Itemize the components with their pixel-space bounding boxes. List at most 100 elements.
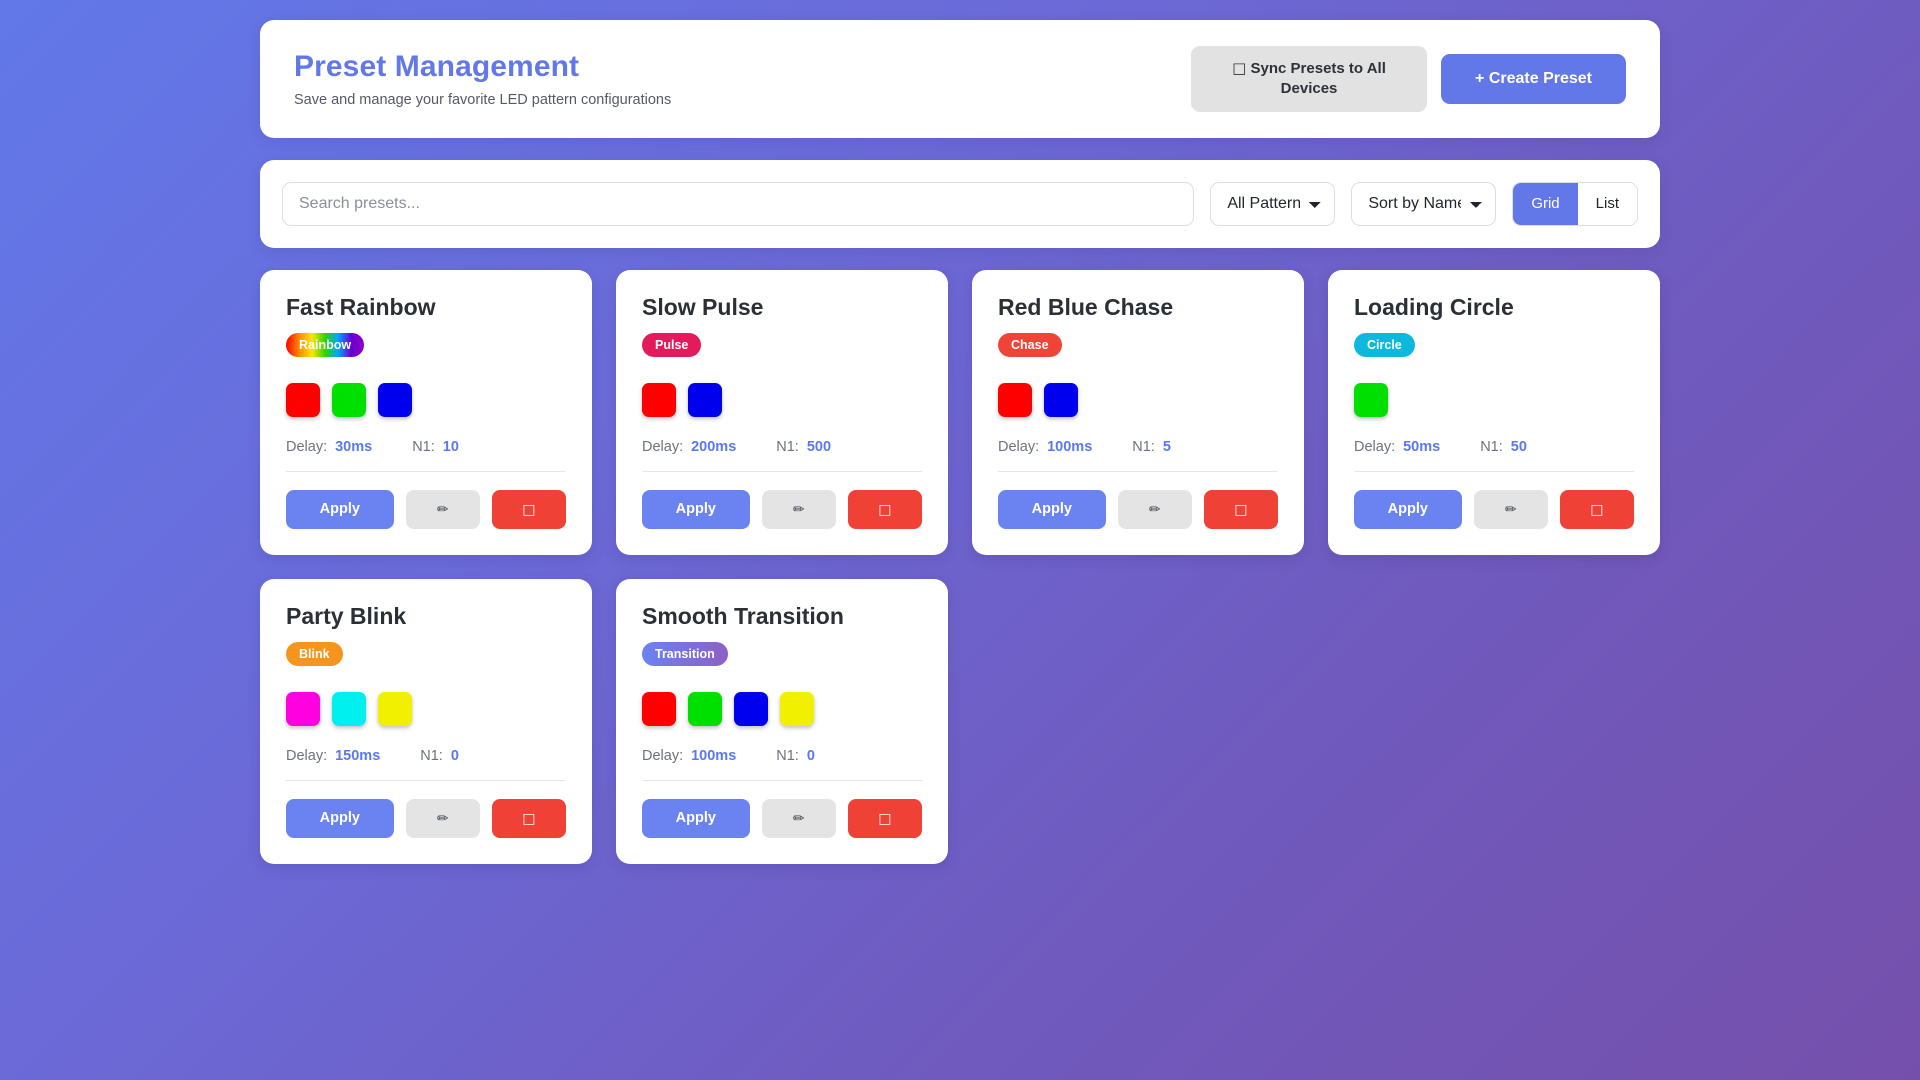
delete-preset-button[interactable]: □	[847, 798, 922, 838]
color-swatch	[1354, 382, 1388, 417]
edit-preset-button[interactable]: ✏	[761, 489, 836, 529]
edit-preset-button[interactable]: ✏	[405, 489, 480, 529]
color-swatch	[286, 691, 320, 726]
edit-preset-button[interactable]: ✏	[1117, 489, 1192, 529]
color-swatch	[286, 382, 320, 417]
preset-stats: Delay: 200ms N1: 500	[642, 439, 922, 472]
color-swatch	[998, 382, 1032, 417]
color-swatch-row	[1354, 382, 1634, 417]
count-value: 0	[450, 747, 459, 764]
delete-preset-button[interactable]: □	[491, 798, 566, 838]
delete-preset-button[interactable]: □	[1559, 489, 1634, 529]
edit-preset-button[interactable]: ✏	[1473, 489, 1548, 529]
apply-preset-button[interactable]: Apply	[286, 489, 394, 529]
pencil-icon: ✏	[436, 810, 449, 827]
count-value: 0	[806, 747, 815, 764]
delay-stat: Delay: 150ms	[286, 748, 380, 764]
trash-icon: □	[522, 810, 536, 827]
apply-preset-button[interactable]: Apply	[642, 798, 750, 838]
apply-preset-button[interactable]: Apply	[998, 489, 1106, 529]
count-stat: N1: 500	[776, 439, 831, 455]
edit-preset-button[interactable]: ✏	[761, 798, 836, 838]
delay-label: Delay:	[286, 747, 328, 764]
trash-icon: □	[1234, 501, 1248, 518]
trash-icon: □	[1590, 501, 1604, 518]
delay-stat: Delay: 100ms	[998, 439, 1092, 455]
view-grid-button[interactable]: Grid	[1513, 182, 1578, 225]
delay-stat: Delay: 50ms	[1354, 439, 1440, 455]
count-stat: N1: 0	[420, 748, 459, 764]
count-value: 5	[1162, 438, 1171, 455]
preset-stats: Delay: 50ms N1: 50	[1354, 439, 1634, 472]
color-swatch	[642, 382, 676, 417]
preset-card-actions: Apply ✏ □	[286, 489, 566, 529]
apply-preset-button[interactable]: Apply	[286, 798, 394, 838]
color-swatch-row	[286, 382, 566, 417]
preset-stats: Delay: 100ms N1: 0	[642, 748, 922, 781]
preset-stats: Delay: 30ms N1: 10	[286, 439, 566, 472]
pattern-badge: Pulse	[642, 332, 702, 357]
pattern-filter-select[interactable]: All Patterns	[1210, 181, 1336, 226]
view-list-button[interactable]: List	[1577, 182, 1637, 225]
delay-stat: Delay: 200ms	[642, 439, 736, 455]
color-swatch-row	[998, 382, 1278, 417]
pattern-badge: Chase	[998, 332, 1062, 357]
pattern-badge: Circle	[1354, 332, 1415, 357]
edit-preset-button[interactable]: ✏	[405, 798, 480, 838]
preset-stats: Delay: 150ms N1: 0	[286, 748, 566, 781]
preset-card-actions: Apply ✏ □	[642, 489, 922, 529]
delay-value: 50ms	[1403, 438, 1441, 455]
count-label: N1:	[776, 747, 799, 764]
color-swatch	[688, 382, 722, 417]
preset-card-actions: Apply ✏ □	[286, 798, 566, 838]
page-subtitle: Save and manage your favorite LED patter…	[294, 91, 672, 108]
sync-icon: □	[1232, 59, 1247, 77]
count-stat: N1: 5	[1132, 439, 1171, 455]
delay-stat: Delay: 100ms	[642, 748, 736, 764]
delay-label: Delay:	[286, 438, 328, 455]
sync-presets-button[interactable]: □ Sync Presets to All Devices	[1191, 46, 1428, 112]
apply-preset-button[interactable]: Apply	[642, 489, 750, 529]
preset-stats: Delay: 100ms N1: 5	[998, 439, 1278, 472]
trash-icon: □	[878, 810, 892, 827]
color-swatch	[734, 691, 768, 726]
color-swatch	[332, 382, 366, 417]
color-swatch	[332, 691, 366, 726]
color-swatch	[688, 691, 722, 726]
pencil-icon: ✏	[792, 810, 805, 827]
delay-label: Delay:	[642, 747, 684, 764]
count-label: N1:	[412, 438, 435, 455]
delete-preset-button[interactable]: □	[491, 489, 566, 529]
count-label: N1:	[776, 438, 799, 455]
search-input[interactable]	[282, 181, 1195, 226]
apply-preset-button[interactable]: Apply	[1354, 489, 1462, 529]
sort-select[interactable]: Sort by Name	[1351, 181, 1497, 226]
pattern-badge: Rainbow	[286, 332, 365, 357]
delay-stat: Delay: 30ms	[286, 439, 372, 455]
preset-title: Red Blue Chase	[998, 293, 1174, 320]
pencil-icon: ✏	[1504, 501, 1517, 518]
preset-card: Party Blink Blink Delay: 150ms N1: 0 Apply ✏ □	[260, 578, 592, 864]
preset-card-actions: Apply ✏ □	[998, 489, 1278, 529]
delay-value: 150ms	[335, 747, 381, 764]
color-swatch-row	[642, 691, 922, 726]
delay-label: Delay:	[1354, 438, 1396, 455]
pencil-icon: ✏	[436, 501, 449, 518]
color-swatch	[780, 691, 814, 726]
page-header: Preset Management Save and manage your f…	[260, 20, 1660, 138]
create-preset-button[interactable]: + Create Preset	[1441, 53, 1626, 104]
count-stat: N1: 0	[776, 748, 815, 764]
color-swatch	[378, 382, 412, 417]
count-stat: N1: 50	[1480, 439, 1527, 455]
delay-label: Delay:	[998, 438, 1040, 455]
header-text-block: Preset Management Save and manage your f…	[294, 50, 671, 108]
preset-title: Smooth Transition	[642, 602, 844, 629]
count-label: N1:	[1480, 438, 1503, 455]
delay-value: 200ms	[691, 438, 737, 455]
preset-title: Slow Pulse	[642, 293, 764, 320]
delete-preset-button[interactable]: □	[847, 489, 922, 529]
preset-card-actions: Apply ✏ □	[1354, 489, 1634, 529]
count-label: N1:	[420, 747, 443, 764]
count-label: N1:	[1132, 438, 1155, 455]
delete-preset-button[interactable]: □	[1203, 489, 1278, 529]
